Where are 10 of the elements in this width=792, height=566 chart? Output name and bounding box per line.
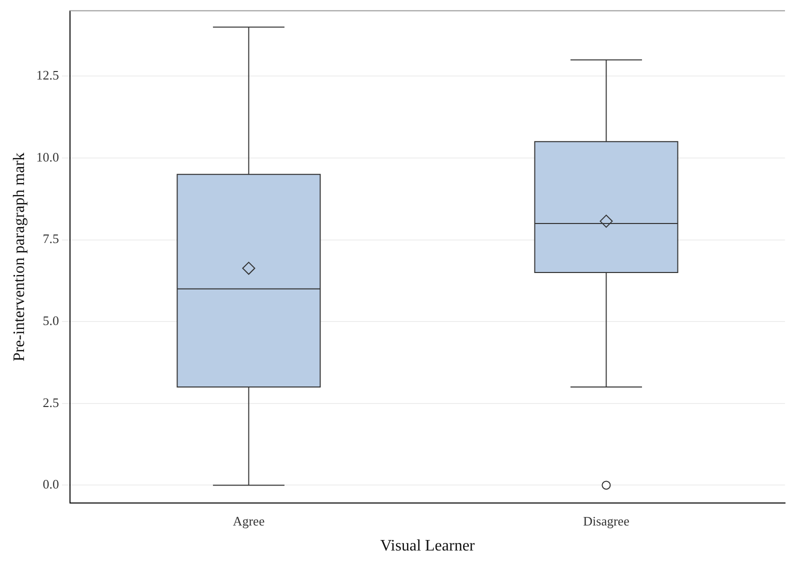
y-axis-title: Pre-intervention paragraph mark xyxy=(10,152,28,362)
y-tick-label: 12.5 xyxy=(36,68,59,83)
x-tick-label: Disagree xyxy=(583,513,630,528)
y-tick-label: 5.0 xyxy=(42,313,59,328)
y-tick-label: 7.5 xyxy=(42,231,59,246)
x-tick-label: Agree xyxy=(232,513,265,528)
y-tick-label: 2.5 xyxy=(42,394,59,410)
x-axis-title: Visual Learner xyxy=(380,538,476,555)
y-tick-label: 0.0 xyxy=(42,476,59,492)
y-tick-label: 10.0 xyxy=(36,149,59,164)
